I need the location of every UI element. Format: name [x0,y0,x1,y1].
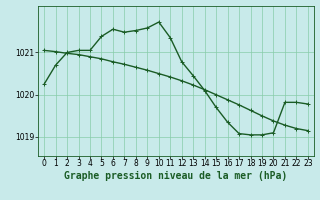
X-axis label: Graphe pression niveau de la mer (hPa): Graphe pression niveau de la mer (hPa) [64,171,288,181]
